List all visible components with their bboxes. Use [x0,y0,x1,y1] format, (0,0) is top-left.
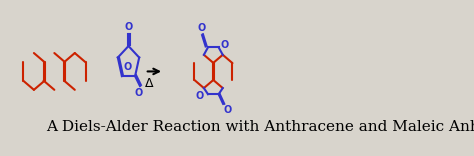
Text: O: O [197,23,206,33]
Text: Δ: Δ [145,77,154,90]
Text: O: O [221,40,229,50]
Text: O: O [123,62,132,72]
Text: O: O [134,88,143,98]
Text: A Diels-Alder Reaction with Anthracene and Maleic Anhydride.: A Diels-Alder Reaction with Anthracene a… [46,120,474,134]
Text: O: O [124,22,133,32]
Text: O: O [195,91,203,101]
Text: O: O [224,105,232,115]
